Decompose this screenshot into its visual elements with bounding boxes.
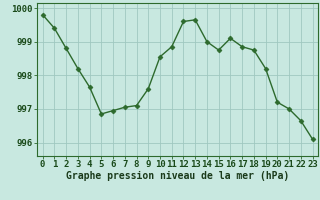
X-axis label: Graphe pression niveau de la mer (hPa): Graphe pression niveau de la mer (hPa) — [66, 171, 289, 181]
